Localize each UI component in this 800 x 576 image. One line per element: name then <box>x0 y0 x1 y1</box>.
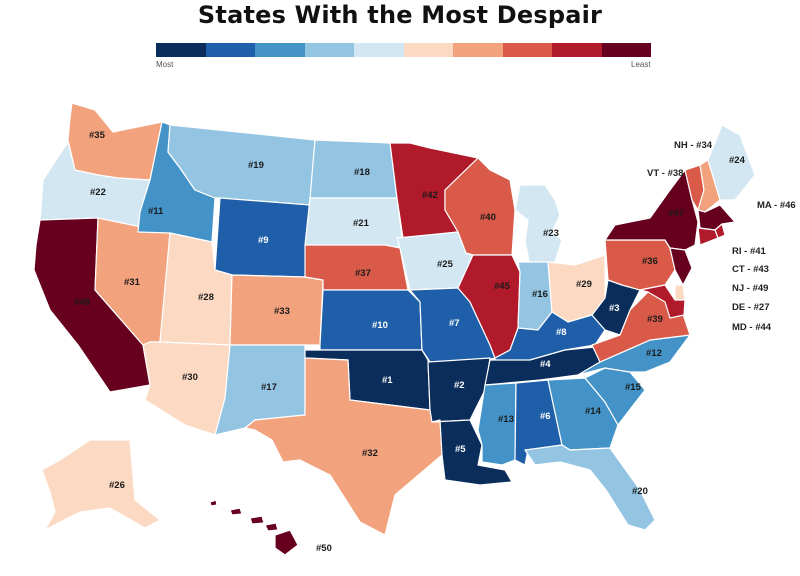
callout-nh: NH - #34 <box>674 140 713 151</box>
legend-swatch <box>502 43 552 57</box>
rank-label-ia: #25 <box>437 259 454 270</box>
rank-label-ca: #48 <box>74 297 90 308</box>
legend-swatch <box>255 43 305 57</box>
rank-label-il: #45 <box>494 281 511 292</box>
callout-de: DE - #27 <box>732 302 770 313</box>
state-mi[interactable] <box>514 184 563 266</box>
rank-label-ms: #13 <box>498 414 514 425</box>
state-ks[interactable] <box>319 289 423 351</box>
legend-swatch <box>156 43 206 57</box>
legend-swatch <box>354 43 404 57</box>
rank-label-ky: #8 <box>556 327 567 338</box>
rank-label-al: #6 <box>540 411 551 422</box>
rank-label-mn: #42 <box>422 190 438 201</box>
rank-label-mi: #23 <box>543 228 559 239</box>
rank-label-me: #24 <box>729 155 746 166</box>
rank-label-fl: #20 <box>632 486 648 497</box>
legend-swatch <box>552 43 602 57</box>
callout-ma: MA - #46 <box>757 200 796 211</box>
rank-label-ga: #14 <box>585 406 602 417</box>
rank-label-sd: #21 <box>353 218 370 229</box>
state-ak[interactable] <box>41 439 161 531</box>
legend-swatch <box>304 43 354 57</box>
legend-swatch <box>601 43 651 57</box>
state-tx[interactable] <box>244 357 443 536</box>
color-legend <box>156 43 651 57</box>
state-ny[interactable] <box>604 169 699 251</box>
rank-label-nd: #18 <box>354 167 370 178</box>
rank-label-ks: #10 <box>372 320 388 331</box>
rank-label-or: #22 <box>90 187 106 198</box>
rank-label-sc: #15 <box>625 382 642 393</box>
rank-label-ar: #2 <box>454 380 465 391</box>
rank-label-wv: #3 <box>609 303 620 314</box>
rank-label-tn: #4 <box>540 359 551 370</box>
callout-ct: CT - #43 <box>732 264 769 275</box>
rank-label-pa: #36 <box>642 256 658 267</box>
callout-md: MD - #44 <box>732 322 772 333</box>
state-az[interactable] <box>142 341 231 436</box>
map-title: States With the Most Despair <box>197 1 603 29</box>
rank-label-nc: #12 <box>646 348 662 359</box>
rank-label-hi: #50 <box>316 543 332 554</box>
rank-label-mo: #7 <box>449 318 460 329</box>
rank-label-id: #11 <box>148 206 164 217</box>
rank-label-tx: #32 <box>362 448 378 459</box>
callout-vt: VT - #38 <box>647 168 683 179</box>
state-ct[interactable] <box>697 227 719 246</box>
rank-label-co: #33 <box>274 306 290 317</box>
rank-label-in: #16 <box>532 289 548 300</box>
rank-label-mt: #19 <box>248 160 264 171</box>
state-hi[interactable] <box>209 499 299 556</box>
state-de[interactable] <box>674 284 686 301</box>
rank-label-wy: #9 <box>258 235 269 246</box>
callout-ri: RI - #41 <box>732 246 767 257</box>
rank-label-wa: #35 <box>89 130 106 141</box>
callout-nj: NJ - #49 <box>732 283 768 294</box>
state-pa[interactable] <box>604 239 676 291</box>
rank-label-oh: #29 <box>576 279 592 290</box>
rank-label-ne: #37 <box>355 268 371 279</box>
state-fl[interactable] <box>524 444 656 531</box>
state-md[interactable] <box>639 284 686 319</box>
rank-label-la: #5 <box>455 444 466 455</box>
state-me[interactable] <box>707 124 756 201</box>
legend-high-label: Least <box>631 60 651 69</box>
rank-label-nm: #17 <box>261 382 277 393</box>
rank-label-az: #30 <box>182 372 198 383</box>
rank-label-ny: #47 <box>668 208 684 219</box>
legend-swatch <box>205 43 255 57</box>
legend-low-label: Most <box>156 60 174 69</box>
rank-label-ak: #26 <box>109 480 125 491</box>
rank-label-va: #39 <box>647 314 663 325</box>
legend-swatch <box>453 43 503 57</box>
state-nj[interactable] <box>669 247 693 286</box>
state-wa[interactable] <box>67 102 163 181</box>
rank-label-ok: #1 <box>382 375 393 386</box>
rank-label-ut: #28 <box>198 292 214 303</box>
legend-swatch <box>403 43 453 57</box>
rank-label-wi: #40 <box>480 212 496 223</box>
rank-label-nv: #31 <box>124 277 141 288</box>
state-la[interactable] <box>431 419 513 486</box>
